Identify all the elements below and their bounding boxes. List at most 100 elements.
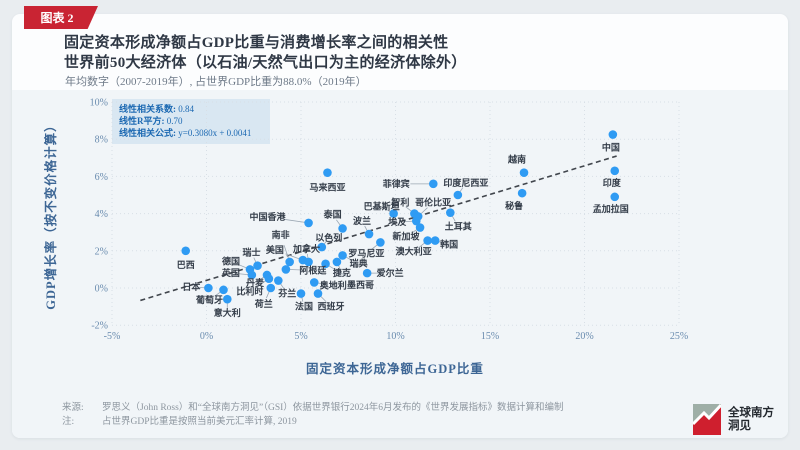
country-label: 美国 bbox=[266, 244, 284, 255]
country-label: 英国 bbox=[221, 267, 240, 278]
data-point bbox=[219, 286, 228, 295]
footer-notes: 来源: 罗思义（John Ross）和“全球南方洞见”（GSI）依据世界银行20… bbox=[62, 401, 564, 429]
country-label: 意大利 bbox=[214, 307, 241, 318]
trendline bbox=[140, 156, 616, 300]
x-tick-label: -5% bbox=[104, 331, 121, 342]
source-text: 罗思义（John Ross）和“全球南方洞见”（GSI）依据世界银行2024年6… bbox=[102, 401, 564, 415]
country-label: 泰国 bbox=[323, 208, 342, 219]
country-label: 智利 bbox=[391, 197, 409, 208]
country-label: 韩国 bbox=[440, 239, 458, 250]
country-label: 法国 bbox=[295, 301, 313, 312]
country-label: 墨西哥 bbox=[347, 280, 374, 290]
source-row: 来源: 罗思义（John Ross）和“全球南方洞见”（GSI）依据世界银行20… bbox=[62, 401, 564, 415]
country-label: 西班牙 bbox=[318, 301, 345, 312]
data-point bbox=[333, 258, 342, 267]
country-label: 波兰 bbox=[353, 215, 371, 226]
country-label: 瑞典 bbox=[350, 257, 368, 268]
data-point bbox=[274, 276, 283, 285]
y-tick-label: 6% bbox=[95, 172, 108, 183]
country-label: 比利时 bbox=[236, 286, 263, 297]
data-point bbox=[297, 289, 306, 298]
data-point bbox=[365, 230, 374, 239]
data-point bbox=[310, 278, 319, 287]
data-point bbox=[431, 236, 440, 245]
data-point bbox=[446, 208, 455, 217]
y-tick-label: 8% bbox=[95, 135, 108, 146]
country-label: 中国香港 bbox=[250, 211, 287, 222]
country-labels: 巴西日本葡萄牙意大利德国英国瑞士丹麦比利时荷兰芬兰美国南非加拿大阿根廷法国西班牙… bbox=[177, 142, 629, 319]
x-tick-label: 15% bbox=[481, 331, 499, 342]
country-label: 瑞士 bbox=[243, 247, 261, 258]
x-tick-label: 20% bbox=[575, 331, 593, 342]
logo-text-line1: 全球南方 bbox=[728, 407, 774, 420]
x-tick-label: 10% bbox=[386, 331, 404, 342]
country-label: 捷克 bbox=[333, 267, 351, 278]
data-point bbox=[304, 219, 313, 228]
country-label: 罗马尼亚 bbox=[348, 248, 384, 258]
country-label: 芬兰 bbox=[277, 288, 296, 299]
x-tick-label: 0% bbox=[200, 331, 213, 342]
source-label: 来源: bbox=[62, 401, 102, 415]
y-tick-label: 0% bbox=[95, 284, 108, 295]
data-point bbox=[338, 251, 347, 260]
y-tick-label: 2% bbox=[95, 246, 108, 257]
note-row: 注: 占世界GDP比重是按照当前美元汇率计算, 2019 bbox=[62, 415, 564, 429]
country-label: 新加坡 bbox=[393, 231, 421, 242]
data-point bbox=[363, 269, 372, 278]
country-label: 印度 bbox=[603, 177, 622, 188]
x-tick-label: 25% bbox=[670, 331, 688, 342]
data-point bbox=[223, 295, 232, 304]
data-point bbox=[265, 274, 274, 283]
data-point bbox=[423, 236, 432, 245]
data-point bbox=[414, 212, 423, 221]
country-label: 澳大利亚 bbox=[396, 246, 432, 257]
data-point bbox=[253, 261, 262, 270]
x-tick-label: 5% bbox=[294, 331, 307, 342]
y-tick-label: -2% bbox=[91, 321, 108, 332]
y-axis-title: GDP增长率（按不变价格计算） bbox=[40, 94, 56, 334]
data-point bbox=[609, 130, 618, 139]
country-label: 菲律宾 bbox=[383, 178, 410, 189]
country-label: 印度尼西亚 bbox=[443, 177, 488, 188]
country-label: 埃及 bbox=[388, 216, 407, 227]
data-point bbox=[181, 247, 190, 256]
country-label: 越南 bbox=[507, 154, 526, 165]
country-label: 孟加拉国 bbox=[593, 203, 629, 214]
country-label: 马来西亚 bbox=[309, 182, 345, 193]
country-label: 奥地利 bbox=[319, 279, 347, 290]
x-axis-title: 固定资本形成净额占GDP比重 bbox=[245, 358, 545, 377]
country-label: 以色列 bbox=[315, 232, 342, 243]
figure-canvas: 图表 2 固定资本形成净额占GDP比重与消费增长率之间的相关性 世界前50大经济… bbox=[0, 0, 800, 450]
scatter-chart: -5% 0% 5% 10% 15% 20% 25% -2% 0% 2% 4% 6% 8% 10% 巴西日本葡… bbox=[0, 0, 800, 450]
data-point bbox=[518, 189, 527, 198]
data-point bbox=[266, 284, 275, 293]
data-point bbox=[282, 265, 291, 274]
logo-text-line2: 洞见 bbox=[728, 420, 774, 433]
country-label: 巴西 bbox=[177, 260, 195, 270]
y-tick-label: 10% bbox=[90, 98, 108, 109]
country-label: 阿根廷 bbox=[299, 264, 327, 275]
country-label: 中国 bbox=[602, 142, 620, 153]
country-label: 德国 bbox=[222, 255, 240, 266]
country-label: 日本 bbox=[182, 281, 201, 292]
note-text: 占世界GDP比重是按照当前美元汇率计算, 2019 bbox=[102, 415, 297, 429]
data-point bbox=[285, 258, 294, 267]
data-point bbox=[610, 193, 619, 202]
data-point bbox=[314, 289, 323, 298]
data-point bbox=[520, 168, 529, 177]
data-point bbox=[610, 167, 619, 176]
y-tick-label: 4% bbox=[95, 209, 108, 220]
data-point bbox=[323, 168, 332, 177]
data-point bbox=[376, 238, 385, 247]
data-point bbox=[429, 180, 438, 189]
publisher-logo: 全球南方 洞见 bbox=[693, 404, 774, 435]
country-label: 土耳其 bbox=[445, 221, 472, 232]
logo-text: 全球南方 洞见 bbox=[728, 407, 774, 433]
data-point bbox=[338, 224, 347, 233]
country-label: 葡萄牙 bbox=[195, 294, 223, 305]
logo-icon bbox=[693, 404, 721, 435]
country-label: 南非 bbox=[272, 229, 290, 240]
note-label: 注: bbox=[62, 415, 102, 429]
country-label: 秘鲁 bbox=[505, 200, 523, 211]
data-point bbox=[416, 223, 425, 232]
